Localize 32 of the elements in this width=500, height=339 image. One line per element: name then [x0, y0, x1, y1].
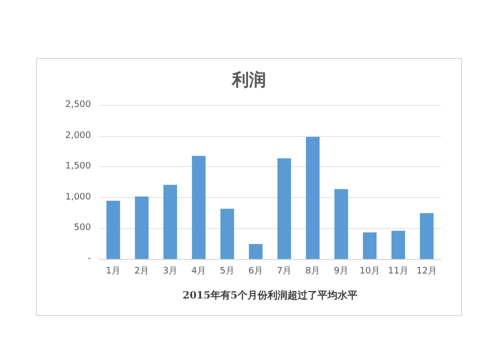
- x-tick-label: 9月: [334, 266, 349, 276]
- y-tick-label: 2,500: [65, 100, 92, 110]
- chart-title: 利润: [231, 70, 266, 90]
- x-tick-label: 5月: [220, 266, 235, 276]
- y-tick-label: 1,500: [65, 162, 92, 172]
- bar: [163, 184, 178, 259]
- y-tick-label: 2,000: [65, 130, 92, 141]
- bar: [362, 232, 377, 259]
- bar: [420, 213, 434, 259]
- bar: [391, 230, 406, 259]
- bar: [334, 189, 348, 259]
- bar: [192, 156, 206, 259]
- x-tick-label: 4月: [191, 266, 206, 276]
- x-tick-label: 7月: [276, 266, 292, 276]
- y-tick-label: 1,000: [65, 192, 92, 202]
- bar: [134, 196, 149, 259]
- bar: [306, 136, 320, 259]
- y-tick-label: -: [88, 254, 91, 264]
- x-tick-label: 1月: [106, 266, 121, 276]
- x-axis-title: 2015年有5个月份利润超过了平均水平: [182, 290, 358, 302]
- bar: [248, 244, 263, 259]
- x-tick-label: 12月: [416, 266, 437, 276]
- bar: [106, 200, 120, 259]
- y-tick-label: 500: [74, 223, 92, 234]
- x-tick-label: 2月: [134, 266, 150, 276]
- x-tick-label: 11月: [388, 266, 408, 276]
- x-tick-label: 10月: [360, 266, 380, 276]
- bar: [277, 158, 292, 259]
- bar: [220, 208, 234, 259]
- x-tick-label: 8月: [305, 266, 320, 276]
- x-tick-label: 3月: [162, 266, 178, 276]
- x-tick-label: 6月: [248, 266, 264, 276]
